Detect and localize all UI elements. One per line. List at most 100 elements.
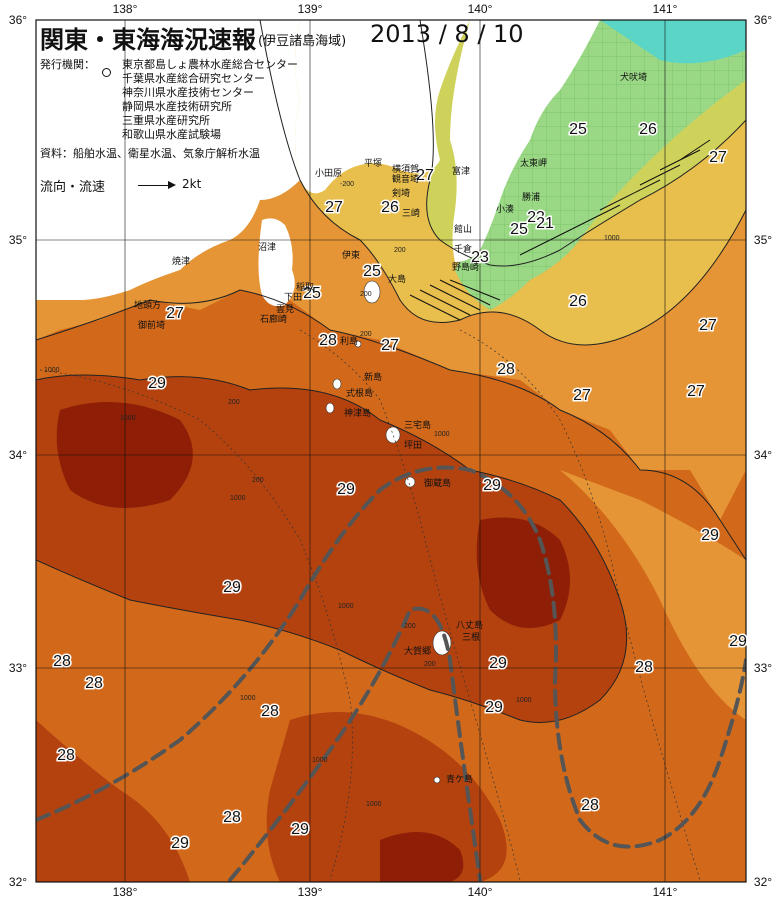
depth-label: 200	[360, 331, 372, 338]
institutions-label: 発行機関：	[40, 58, 95, 71]
temp-label: 25	[569, 121, 587, 138]
lat-label-left: 32°	[9, 875, 27, 889]
aogashima-island	[433, 776, 441, 784]
izu-oshima-island	[363, 280, 381, 304]
niijima-island	[332, 378, 342, 390]
depth-label: 1000	[604, 235, 620, 242]
temp-label: 29	[337, 481, 355, 498]
depth-label: 1000	[240, 695, 256, 702]
isotherm-lines	[36, 20, 746, 723]
place-label: 坪田	[404, 440, 422, 450]
place-label: 太東岬	[520, 157, 547, 168]
sea-21c-area	[600, 20, 746, 64]
lon-label-bottom: 141°	[653, 885, 678, 899]
temp-label: 29	[483, 477, 501, 494]
temp-label: 25	[363, 263, 381, 280]
place-label: 下田	[284, 292, 302, 302]
lat-label-right: 34°	[754, 448, 772, 462]
depth-label: 1000	[44, 367, 60, 374]
temp-label: 27	[325, 199, 343, 216]
temp-label: 28	[171, 835, 189, 852]
graticule	[36, 20, 746, 882]
miyakejima-island	[385, 426, 401, 444]
depth-label: 200	[252, 477, 264, 484]
temp-label: 23	[527, 209, 545, 226]
place-label: 小田原	[315, 168, 342, 178]
mikurajima-island	[404, 476, 416, 488]
temp-label: 29	[729, 633, 747, 650]
temp-label: 27	[416, 167, 434, 184]
temp-label: 27	[381, 337, 399, 354]
temp-label: 29	[485, 699, 503, 716]
depth-label: 1000	[120, 415, 136, 422]
warm-core-south	[380, 832, 464, 882]
place-label: 小湊	[496, 203, 514, 214]
place-label: 館山	[454, 223, 472, 234]
lon-label-top: 139°	[298, 2, 323, 16]
place-label: 青ケ島	[446, 773, 473, 784]
kuroshio-axis	[36, 465, 746, 882]
flow-arrow-icon	[138, 181, 176, 189]
depth-label: 1000	[516, 697, 532, 704]
lat-label-left: 35°	[9, 233, 27, 247]
lat-label-left: 33°	[9, 661, 27, 675]
place-label: 観音埼	[392, 173, 419, 184]
lat-label-left: 34°	[9, 448, 27, 462]
kozushima-island	[325, 402, 335, 414]
place-label: 三崎	[402, 207, 420, 218]
place-label: 野島崎	[452, 261, 479, 272]
land-honshu-west	[36, 20, 300, 300]
map-subtitle: (伊豆諸島海域)	[258, 34, 347, 49]
depth-label: 200	[360, 291, 372, 298]
sea-29c-area-southwest	[36, 720, 190, 882]
depth-label: 200	[404, 623, 416, 630]
place-label: 式根島	[346, 387, 373, 398]
temp-label: 21	[536, 215, 554, 232]
temp-label: 23	[471, 249, 489, 266]
place-label: 焼津	[172, 256, 190, 266]
sea-23c-area	[455, 20, 746, 310]
depth-contours	[39, 329, 701, 881]
current-vectors	[409, 139, 711, 321]
lat-label-right: 36°	[754, 13, 772, 27]
map-frame	[35, 19, 747, 883]
temp-label: 26	[569, 293, 587, 310]
warm-core-east	[476, 517, 570, 628]
place-label: 神津島	[344, 407, 371, 418]
depth-label: 1000	[366, 801, 382, 808]
place-label: 三宅島	[404, 419, 431, 430]
place-label: 稲取	[296, 281, 314, 292]
temp-label: 27	[699, 317, 717, 334]
land-izu-peninsula	[258, 218, 295, 307]
place-label: 大賀郷	[404, 645, 431, 656]
place-label: 新島	[364, 371, 382, 382]
place-label: 千倉	[454, 243, 472, 254]
flow-legend-value: 2kt	[182, 177, 202, 191]
temp-label: 25	[510, 221, 528, 238]
lon-label-bottom: 138°	[113, 885, 138, 899]
temp-label: 26	[569, 293, 587, 310]
place-label: 八丈島	[456, 619, 483, 630]
institution-item: 静岡県水産技術研究所	[122, 100, 232, 113]
place-label: 御蔵島	[424, 477, 451, 488]
temp-label: 29	[223, 579, 241, 596]
map-date: 2013 / 8 / 10	[370, 20, 524, 48]
depth-label: 200	[228, 399, 240, 406]
depth-label: 1000	[312, 757, 328, 764]
temp-label: 28	[497, 361, 515, 378]
temp-label: 25	[303, 285, 321, 302]
map-title: 関東・東海海況速報	[40, 26, 256, 54]
place-label: 平塚	[364, 158, 382, 168]
temp-label: 27	[573, 387, 591, 404]
institution-item: 和歌山県水産試験場	[122, 128, 221, 141]
depth-label: 1000	[230, 495, 246, 502]
place-label: 剣埼	[392, 187, 410, 198]
flow-legend-label: 流向・流速	[40, 180, 106, 195]
place-label: 利島	[340, 335, 358, 346]
temp-label: 27	[687, 383, 705, 400]
temp-label: 28	[223, 809, 241, 826]
place-label: 大島	[388, 273, 406, 284]
institution-item: 東京都島しょ農林水産総合センター	[122, 58, 298, 71]
place-label: 犬吠埼	[620, 71, 647, 82]
